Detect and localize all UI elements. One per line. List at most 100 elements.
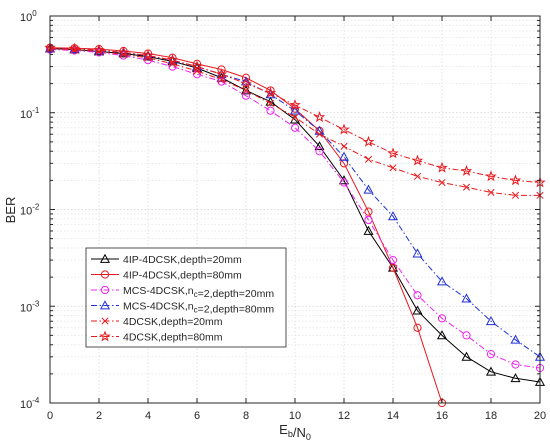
y-tick-labels: 100 10-1 10-2 10-3 10-4	[20, 9, 40, 411]
data-point-triangle	[387, 211, 399, 221]
x-tick-label: 14	[387, 410, 399, 422]
data-point-circle	[241, 73, 251, 82]
x-marker-stroke	[511, 191, 520, 199]
legend-marker	[99, 300, 111, 310]
data-point-x	[266, 99, 275, 107]
data-point-triangle	[461, 351, 472, 361]
x-tick-label: 8	[243, 410, 249, 422]
legend-marker	[100, 270, 110, 279]
y-axis-label: BER	[3, 197, 18, 224]
data-point-circle	[364, 207, 373, 216]
data-point-x	[389, 164, 397, 172]
y-tick-label: 10-3	[20, 299, 40, 314]
y-tick-label: 10-4	[20, 396, 40, 411]
data-point-circle	[437, 314, 447, 323]
y-tick-label: 10-1	[20, 106, 40, 121]
data-point-triangle	[314, 141, 325, 151]
data-point-circle	[413, 323, 422, 332]
data-point-star	[436, 161, 448, 173]
x-tick-label: 16	[436, 410, 448, 422]
x-marker-stroke	[266, 99, 275, 107]
x-tick-label: 2	[96, 410, 102, 422]
data-point-x	[462, 183, 471, 191]
data-point-star	[166, 54, 179, 66]
data-point-circle	[217, 65, 226, 74]
data-point-circle	[511, 360, 520, 369]
data-point-star	[93, 43, 105, 55]
data-point-circle	[364, 215, 373, 225]
data-point-star	[509, 174, 522, 186]
data-point-star	[191, 60, 203, 72]
data-point-triangle	[510, 334, 521, 344]
legend-label: MCS-4DCSK,nc=2,depth=20mm	[123, 285, 274, 300]
ticks	[49, 15, 541, 404]
x-tick-label: 18	[485, 410, 497, 422]
x-marker-stroke	[462, 183, 471, 191]
data-point-circle	[388, 255, 398, 265]
x-tick-label: 0	[47, 410, 53, 422]
x-tick-labels: 0 2 4 6 8 10 12 14 16 18 20	[47, 410, 546, 422]
data-point-x	[340, 142, 348, 150]
legend-entry: MCS-4DCSK,nc=2,depth=20mm	[91, 285, 274, 300]
series-line	[49, 48, 541, 358]
y-tick-label: 100	[20, 9, 37, 24]
series-line	[49, 47, 541, 184]
x-marker-stroke	[487, 188, 495, 197]
legend-marker	[101, 317, 109, 325]
data-point-triangle	[485, 366, 497, 376]
series-layer	[44, 41, 546, 408]
data-point-star	[240, 77, 252, 89]
data-point-triangle	[412, 305, 423, 315]
data-point-circle	[413, 291, 422, 300]
data-point-triangle	[412, 248, 423, 258]
data-point-circle	[290, 123, 300, 132]
legend-entry: 4DCSK,depth=20mm	[91, 316, 223, 328]
data-point-circle	[486, 350, 496, 359]
data-point-triangle	[338, 151, 350, 161]
x-marker-stroke	[364, 155, 373, 163]
data-point-triangle	[461, 293, 472, 303]
legend-marker	[99, 330, 111, 342]
legend-entry: MCS-4DCSK,nc=2,depth=80mm	[91, 300, 274, 316]
data-point-star	[289, 99, 301, 110]
data-point-x	[291, 113, 299, 121]
data-point-star	[142, 49, 154, 61]
data-point-star	[264, 86, 277, 98]
legend-label: 4DCSK,depth=20mm	[123, 316, 223, 328]
data-point-circle	[266, 106, 275, 115]
data-point-x	[487, 188, 495, 197]
data-point-star	[485, 170, 497, 182]
legend-entry: 4DCSK,depth=80mm	[91, 330, 223, 344]
data-point-triangle	[436, 330, 448, 340]
x-tick-label: 6	[194, 410, 200, 422]
data-point-star	[411, 154, 424, 166]
data-point-x	[413, 172, 422, 180]
data-point-star	[362, 135, 375, 147]
data-point-triangle	[363, 225, 374, 235]
data-point-star	[313, 111, 326, 123]
legend-label: 4IP-4DCSK,depth=80mm	[123, 270, 242, 282]
legend-label: 4DCSK,depth=80mm	[123, 332, 223, 344]
x-marker-stroke	[340, 142, 348, 150]
x-marker-stroke	[389, 164, 397, 172]
x-marker-stroke	[315, 130, 324, 138]
legend-box	[85, 247, 287, 348]
data-point-star	[68, 42, 81, 54]
data-point-x	[242, 86, 250, 95]
data-point-circle	[143, 56, 153, 65]
data-point-x	[315, 130, 324, 138]
data-point-triangle	[485, 316, 497, 326]
data-point-triangle	[363, 184, 374, 194]
x-tick-label: 4	[145, 410, 151, 422]
x-tick-label: 20	[534, 410, 546, 422]
legend-marker	[99, 253, 111, 263]
legend: 4IP-4DCSK,depth=20mm 4IP-4DCSK,depth=80mm…	[85, 247, 287, 348]
x-marker-stroke	[242, 86, 250, 95]
x-marker-stroke	[413, 172, 422, 180]
x-tick-label: 12	[338, 410, 350, 422]
x-marker-stroke	[438, 178, 446, 187]
data-point-triangle	[436, 276, 448, 286]
data-point-circle	[241, 91, 251, 100]
data-point-star	[117, 46, 130, 58]
